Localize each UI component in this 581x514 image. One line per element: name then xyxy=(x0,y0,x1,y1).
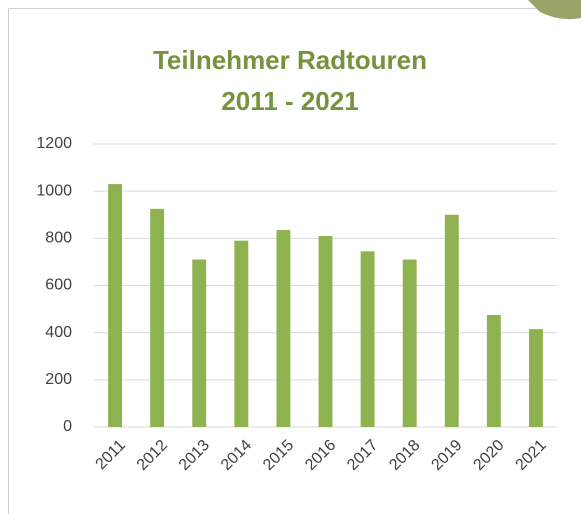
x-tick-label: 2019 xyxy=(428,437,465,474)
x-tick-label: 2021 xyxy=(513,437,550,474)
y-tick-label: 800 xyxy=(45,230,72,247)
x-tick-label: 2017 xyxy=(344,437,381,474)
y-tick-label: 0 xyxy=(63,418,72,435)
bar xyxy=(445,215,459,427)
bar xyxy=(192,260,206,427)
bar xyxy=(108,184,122,427)
chart-title: 2011 - 2021 xyxy=(221,86,358,116)
bar xyxy=(150,209,164,427)
y-tick-label: 1000 xyxy=(36,182,72,199)
x-tick-label: 2012 xyxy=(134,437,171,474)
bar xyxy=(319,236,333,427)
x-tick-label: 2011 xyxy=(93,437,129,473)
bar xyxy=(276,230,290,427)
decorative-image xyxy=(528,0,581,19)
chart-title: Teilnehmer Radtouren xyxy=(153,45,427,75)
chart: Teilnehmer Radtouren 2011 - 2021 0 200 400… xyxy=(0,0,581,514)
y-tick-label: 600 xyxy=(45,277,72,294)
x-tick-label: 2015 xyxy=(260,437,297,474)
bar xyxy=(234,241,248,427)
bar xyxy=(361,251,375,427)
x-tick-label: 2020 xyxy=(470,437,507,474)
y-tick-label: 200 xyxy=(45,371,72,388)
bar xyxy=(403,260,417,427)
x-tick-label: 2013 xyxy=(176,437,213,474)
x-tick-label: 2016 xyxy=(302,437,339,474)
x-tick-label: 2014 xyxy=(218,437,255,474)
y-tick-label: 1200 xyxy=(36,135,72,152)
bar xyxy=(487,315,501,427)
bar xyxy=(529,329,543,427)
x-tick-label: 2018 xyxy=(386,437,423,474)
y-tick-label: 400 xyxy=(45,324,72,341)
